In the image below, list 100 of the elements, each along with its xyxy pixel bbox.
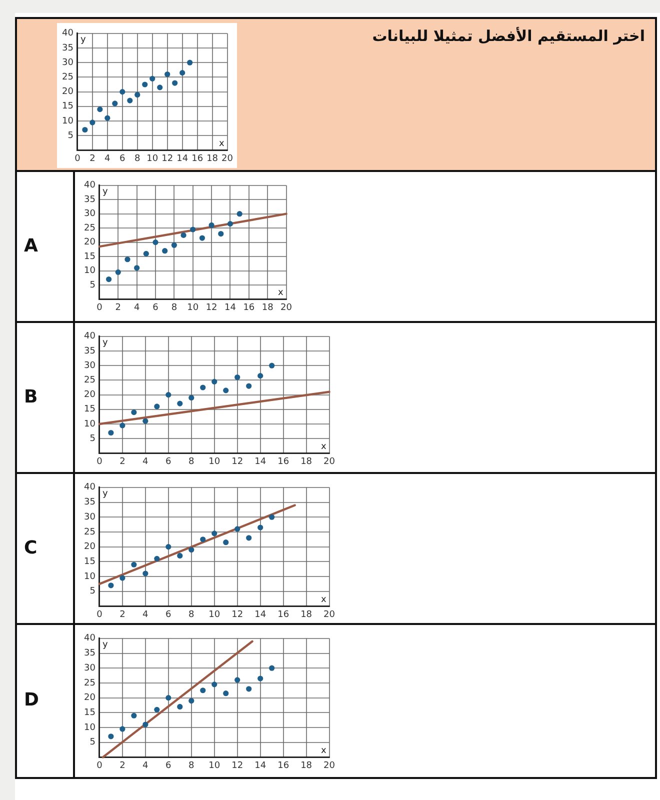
y-axis-title: y — [102, 187, 108, 198]
y-tick-label: 5 — [90, 586, 96, 597]
y-tick-label: 20 — [62, 87, 74, 98]
y-tick-label: 5 — [90, 738, 96, 748]
y-tick-label: 40 — [84, 482, 96, 493]
x-tick-label: 20 — [324, 610, 336, 620]
x-tick-label: 4 — [142, 760, 149, 771]
x-tick-label: 20 — [324, 760, 336, 771]
x-tick-label: 2 — [115, 302, 121, 313]
x-tick-label: 14 — [224, 302, 236, 313]
x-tick-label: 10 — [208, 610, 220, 620]
x-axis-title: x — [320, 746, 327, 756]
x-tick-label: 12 — [232, 760, 244, 771]
y-tick-label: 10 — [84, 572, 96, 582]
y-tick-label: 15 — [62, 102, 74, 112]
x-tick-label: 4 — [142, 456, 149, 467]
y-tick-label: 20 — [84, 390, 96, 400]
x-tick-label: 18 — [300, 610, 312, 620]
y-tick-label: 20 — [84, 238, 96, 248]
x-tick-label: 8 — [171, 302, 178, 313]
y-tick-label: 35 — [84, 648, 96, 659]
x-tick-label: 14 — [254, 456, 266, 467]
x-tick-label: 12 — [232, 610, 244, 620]
x-tick-label: 2 — [120, 610, 126, 620]
x-tick-label: 6 — [152, 302, 159, 313]
x-tick-label: 2 — [120, 456, 126, 467]
y-tick-label: 25 — [84, 223, 96, 234]
text: C — [24, 536, 38, 558]
x-tick-label: 16 — [278, 610, 290, 620]
text: B — [24, 386, 38, 407]
y-tick-label: 5 — [90, 434, 96, 444]
y-tick-label: 15 — [84, 556, 96, 567]
x-tick-label: 18 — [262, 302, 274, 313]
y-tick-label: 25 — [84, 527, 96, 538]
y-tick-label: 30 — [84, 512, 96, 522]
x-tick-label: 14 — [254, 760, 266, 771]
x-tick-label: 4 — [142, 610, 149, 620]
x-tick-label: 0 — [96, 456, 103, 467]
y-tick-label: 15 — [84, 404, 96, 415]
y-axis-title: y — [102, 489, 108, 500]
y-tick-label: 40 — [62, 28, 74, 39]
x-tick-label: 6 — [120, 154, 126, 164]
x-tick-label: 8 — [188, 456, 195, 467]
x-tick-label: 6 — [166, 760, 172, 771]
x-axis-title: x — [218, 139, 225, 150]
x-tick-label: 12 — [162, 154, 174, 164]
y-axis-title: y — [80, 35, 86, 46]
y-axis-title: y — [102, 338, 108, 348]
x-tick-label: 0 — [96, 302, 103, 313]
x-tick-label: 4 — [134, 302, 140, 313]
y-tick-label: 25 — [84, 376, 96, 386]
x-tick-label: 16 — [243, 302, 255, 313]
y-tick-label: 30 — [84, 209, 96, 220]
x-tick-label: 16 — [278, 760, 290, 771]
x-tick-label: 12 — [206, 302, 218, 313]
x-axis-title: x — [320, 442, 327, 452]
x-tick-label: 6 — [166, 610, 172, 620]
x-tick-label: 4 — [104, 154, 111, 164]
x-tick-label: 16 — [278, 456, 290, 467]
x-tick-label: 0 — [96, 760, 103, 771]
y-tick-label: 40 — [84, 634, 96, 644]
x-axis-title: x — [320, 595, 327, 606]
x-tick-label: 14 — [254, 610, 266, 620]
x-tick-label: 10 — [187, 302, 199, 313]
text: D — [24, 689, 39, 710]
y-tick-label: 25 — [62, 72, 74, 83]
y-tick-label: 40 — [84, 332, 96, 342]
text: اختر المستقيم الأفضل تمثيلا للبيانات — [372, 27, 645, 45]
y-tick-label: 35 — [84, 346, 96, 356]
y-tick-label: 10 — [84, 266, 96, 276]
y-tick-label: 35 — [84, 194, 96, 205]
x-tick-label: 20 — [222, 154, 234, 164]
x-tick-label: 14 — [176, 154, 188, 164]
x-tick-label: 6 — [166, 456, 172, 467]
x-tick-label: 8 — [188, 610, 195, 620]
y-tick-label: 10 — [84, 419, 96, 430]
x-tick-label: 10 — [208, 456, 220, 467]
x-tick-label: 0 — [96, 610, 103, 620]
y-tick-label: 30 — [62, 58, 74, 68]
y-tick-label: 15 — [84, 252, 96, 262]
x-tick-label: 10 — [146, 154, 158, 164]
x-tick-label: 20 — [324, 456, 336, 467]
y-tick-label: 15 — [84, 708, 96, 718]
x-axis-title: x — [278, 288, 284, 298]
x-tick-label: 18 — [206, 154, 218, 164]
x-tick-label: 16 — [192, 154, 204, 164]
x-tick-label: 2 — [90, 154, 96, 164]
y-tick-label: 5 — [90, 280, 96, 290]
x-tick-label: 2 — [120, 760, 126, 771]
y-tick-label: 40 — [84, 180, 96, 191]
y-tick-label: 20 — [84, 542, 96, 552]
y-tick-label: 30 — [84, 360, 96, 371]
y-tick-label: 30 — [84, 663, 96, 674]
y-tick-label: 10 — [84, 722, 96, 733]
text: A — [24, 234, 38, 256]
x-tick-label: 18 — [300, 456, 312, 467]
x-tick-label: 18 — [300, 760, 312, 771]
y-tick-label: 35 — [62, 43, 74, 54]
x-tick-label: 20 — [280, 302, 292, 313]
x-tick-label: 8 — [188, 760, 195, 771]
